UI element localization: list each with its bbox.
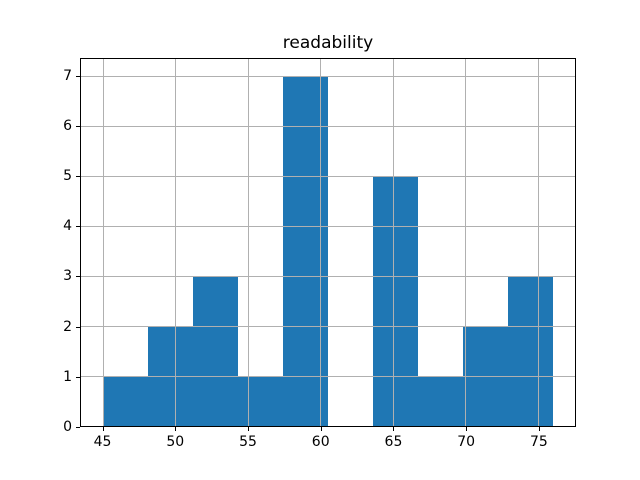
x-tick-mark [320,427,322,431]
y-tick-mark [76,125,80,127]
x-tick-label: 50 [166,434,185,450]
gridline-horizontal [81,275,575,277]
histogram-bar [103,376,149,426]
gridline-vertical [102,59,104,426]
plot-inner [81,59,575,426]
y-tick-mark [76,376,80,378]
x-tick-mark [248,427,249,431]
gridline-vertical [247,59,249,426]
y-tick-mark [76,326,80,328]
x-tick-mark [393,427,395,431]
y-tick-mark [76,427,80,428]
gridline-horizontal [81,75,575,77]
x-tick-label: 65 [384,434,403,450]
y-tick-mark [76,276,80,278]
gridline-vertical [537,59,539,426]
histogram-bar [238,376,284,426]
y-tick-mark [76,226,80,228]
y-tick-label: 2 [63,318,72,335]
gridline-horizontal [81,375,575,377]
y-tick-label: 7 [63,67,72,84]
y-tick-label: 5 [63,167,72,184]
gridline-vertical [392,59,394,426]
gridline-vertical [320,59,322,426]
x-tick-mark [538,427,540,431]
x-tick-label: 75 [529,434,548,450]
x-tick-label: 70 [457,434,476,450]
x-tick-mark [466,427,468,431]
gridline-horizontal [81,175,575,177]
gridline-horizontal [81,225,575,227]
x-tick-mark [102,427,104,431]
y-tick-label: 1 [63,368,72,385]
plot-area [80,58,576,427]
gridline-horizontal [81,325,575,327]
x-tick-label: 45 [93,434,112,450]
y-tick-mark [76,175,80,177]
histogram-bar [193,276,239,426]
histogram-bar [507,276,553,426]
chart-title: readability [282,33,374,53]
y-tick-label: 6 [63,117,72,134]
gridline-vertical [465,59,467,426]
histogram-bar [417,376,463,426]
x-tick-label: 55 [239,434,257,450]
y-tick-label: 4 [63,218,72,235]
y-tick-mark [76,75,80,77]
y-tick-label: 0 [63,419,72,435]
y-tick-label: 3 [63,268,72,285]
x-tick-label: 60 [311,434,330,450]
gridline-horizontal [81,125,575,127]
gridline-vertical [175,59,177,426]
histogram-bar [372,176,418,426]
x-tick-mark [175,427,177,431]
